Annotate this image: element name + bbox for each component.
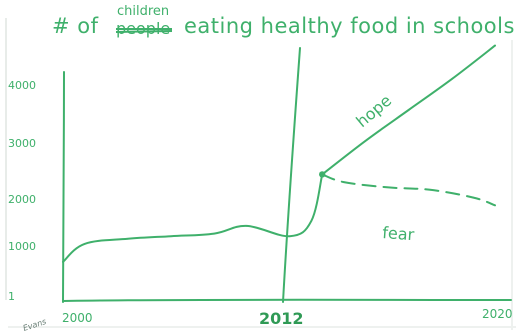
y-tick-1: 1000 [8, 240, 36, 253]
year-2012-divider [282, 47, 301, 303]
data-point-fear-2 [386, 186, 388, 189]
signature-text: Evans [22, 317, 48, 333]
data-point-series-0-3 [170, 235, 172, 237]
data-point-series-0-2 [127, 238, 129, 240]
title-suffix: eating healthy food in schools [184, 14, 515, 38]
signature-mark: Evans [22, 317, 48, 333]
x-tick-2020: 2020 [482, 307, 513, 321]
series-labels: hope fear [352, 91, 415, 244]
axes [62, 47, 512, 303]
y-tick-0: 1 [8, 290, 15, 303]
data-point-fear-5 [494, 204, 496, 207]
y-axis-line [62, 71, 65, 303]
y-tick-labels: 1 1000 2000 3000 4000 [8, 79, 36, 303]
data-point-series-0-6 [289, 235, 291, 237]
series-label-fear: fear [382, 223, 416, 244]
y-tick-4: 4000 [8, 79, 36, 92]
data-point-hope-3 [451, 78, 453, 80]
y-tick-3: 3000 [8, 137, 36, 150]
title-inserted-word: children [117, 4, 169, 19]
data-point-series-0-7 [310, 220, 313, 222]
strike-line-2 [115, 30, 173, 33]
x-tick-2012: 2012 [259, 309, 304, 328]
data-point-hope-2 [407, 109, 410, 111]
data-point-series-0-1 [83, 243, 86, 245]
data-point-fear-4 [472, 196, 475, 199]
data-point-fear-3 [429, 189, 432, 191]
chart-title: # of people children eating healthy food… [52, 4, 515, 38]
data-point-fear-1 [343, 181, 345, 183]
data-point-series-0-0 [62, 261, 64, 263]
x-tick-labels: 2000 2012 2020 [62, 307, 513, 328]
paper-frame [5, 18, 516, 330]
data-point-hope-4 [494, 44, 496, 47]
data-point-series-0-4 [213, 232, 215, 235]
data-point-hope-1 [364, 140, 367, 142]
junction-dot [319, 171, 326, 178]
data-point-series-0-5 [245, 225, 248, 227]
series-line-fear [321, 173, 496, 207]
series-layer [62, 44, 496, 263]
title-prefix: # of [52, 14, 99, 38]
y-tick-2: 2000 [8, 193, 36, 206]
x-tick-2000: 2000 [62, 311, 93, 325]
x-axis-line [62, 298, 512, 302]
series-line-series-0 [62, 173, 324, 263]
